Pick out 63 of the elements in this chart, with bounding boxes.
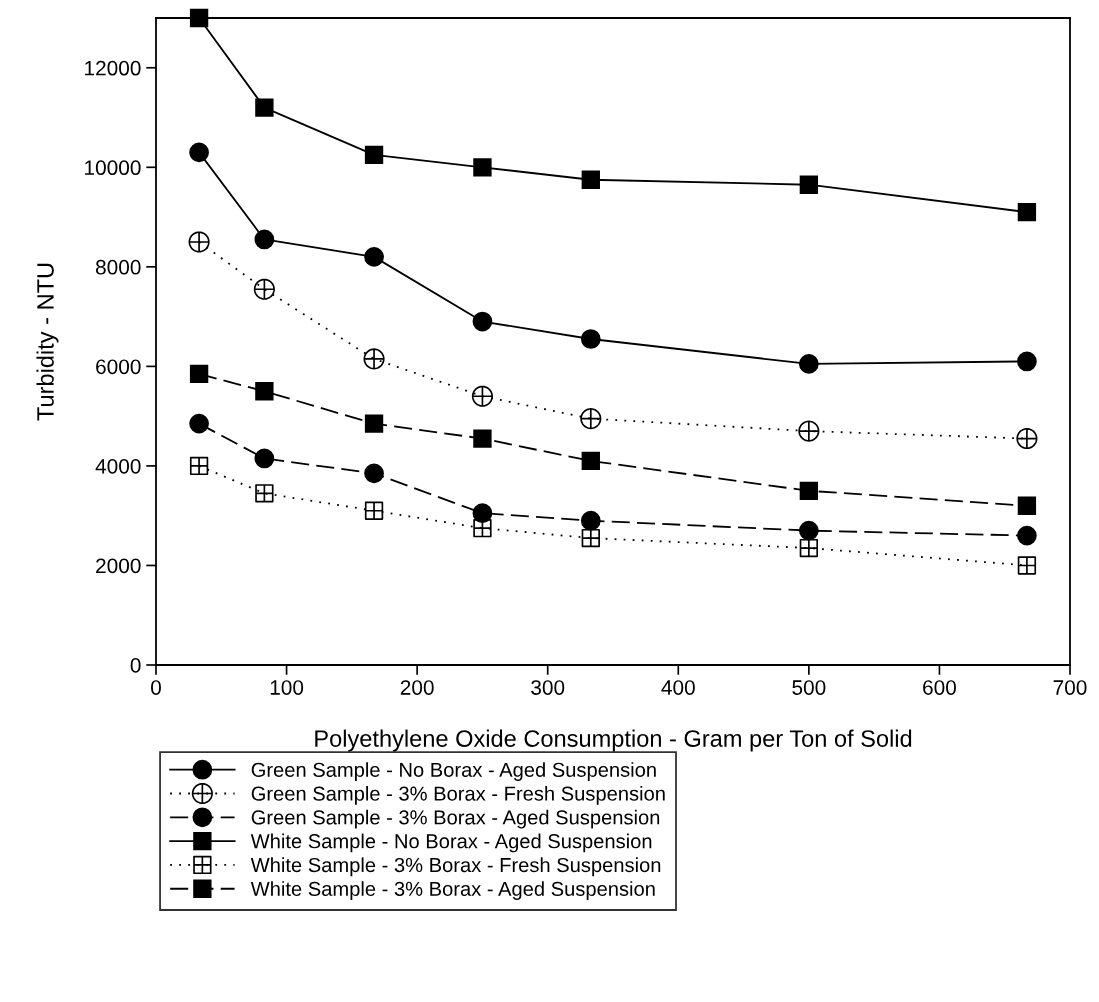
- point: [473, 158, 492, 177]
- point: [255, 382, 274, 401]
- point: [254, 448, 275, 469]
- y-tick-label: 6000: [96, 359, 141, 375]
- point: [799, 538, 819, 558]
- point: [473, 429, 492, 448]
- point: [254, 229, 275, 250]
- point: [1017, 556, 1037, 575]
- x-tick-label: 400: [661, 680, 695, 695]
- point: [798, 420, 820, 442]
- point: [581, 451, 600, 471]
- point: [364, 414, 384, 433]
- point: [363, 348, 385, 370]
- y-tick-label: 0: [130, 658, 141, 673]
- point: [364, 501, 384, 520]
- point: [580, 408, 602, 430]
- point: [255, 98, 274, 117]
- y-tick-label: 8000: [95, 259, 141, 275]
- x-tick-label: 200: [400, 680, 434, 695]
- point: [581, 170, 600, 189]
- point: [364, 463, 384, 484]
- point: [798, 354, 819, 374]
- point: [364, 145, 384, 165]
- point: [188, 231, 210, 253]
- y-tick-label: 12000: [85, 60, 141, 76]
- point: [189, 413, 209, 434]
- y-axis-title: Turbidity - NTU: [36, 263, 59, 421]
- point: [1017, 525, 1037, 546]
- legend-label: White Sample - 3% Borax - Aged Suspension: [250, 881, 655, 900]
- y-tick-label: 2000: [96, 558, 141, 574]
- point: [798, 520, 819, 541]
- point: [580, 510, 601, 531]
- point: [253, 278, 275, 300]
- point: [364, 247, 384, 267]
- point: [1017, 351, 1037, 372]
- x-tick-label: 600: [923, 680, 956, 695]
- x-tick-label: 300: [531, 680, 565, 695]
- point: [799, 175, 819, 194]
- x-axis-title: Polyethylene Oxide Consumption - Gram per Ton of Solid: [315, 729, 912, 752]
- y-tick-label: 10000: [85, 160, 141, 176]
- point: [255, 484, 274, 503]
- point: [189, 142, 209, 163]
- point: [1016, 427, 1038, 450]
- point: [580, 329, 601, 349]
- x-tick-label: 0: [151, 680, 161, 695]
- point: [189, 364, 209, 384]
- point: [471, 385, 493, 407]
- legend-label: White Sample - No Borax - Aged Suspension: [250, 833, 652, 853]
- point: [189, 456, 209, 476]
- point: [1017, 202, 1037, 222]
- x-tick-label: 700: [1053, 680, 1087, 695]
- y-tick-label: 4000: [95, 458, 141, 474]
- point: [473, 518, 492, 538]
- point: [581, 528, 600, 548]
- legend-label: Green Sample - 3% Borax - Aged Suspension: [251, 809, 660, 829]
- x-tick-label: 100: [270, 680, 304, 695]
- legend-label: Green Sample - No Borax - Aged Suspension: [251, 762, 656, 781]
- x-tick-label: 500: [792, 680, 826, 695]
- point: [799, 481, 819, 500]
- legend-label: White Sample - 3% Borax - Fresh Suspension: [250, 857, 661, 877]
- point: [472, 311, 493, 332]
- legend-label: Green Sample - 3% Borax - Fresh Suspension: [251, 785, 665, 805]
- point: [1017, 496, 1037, 515]
